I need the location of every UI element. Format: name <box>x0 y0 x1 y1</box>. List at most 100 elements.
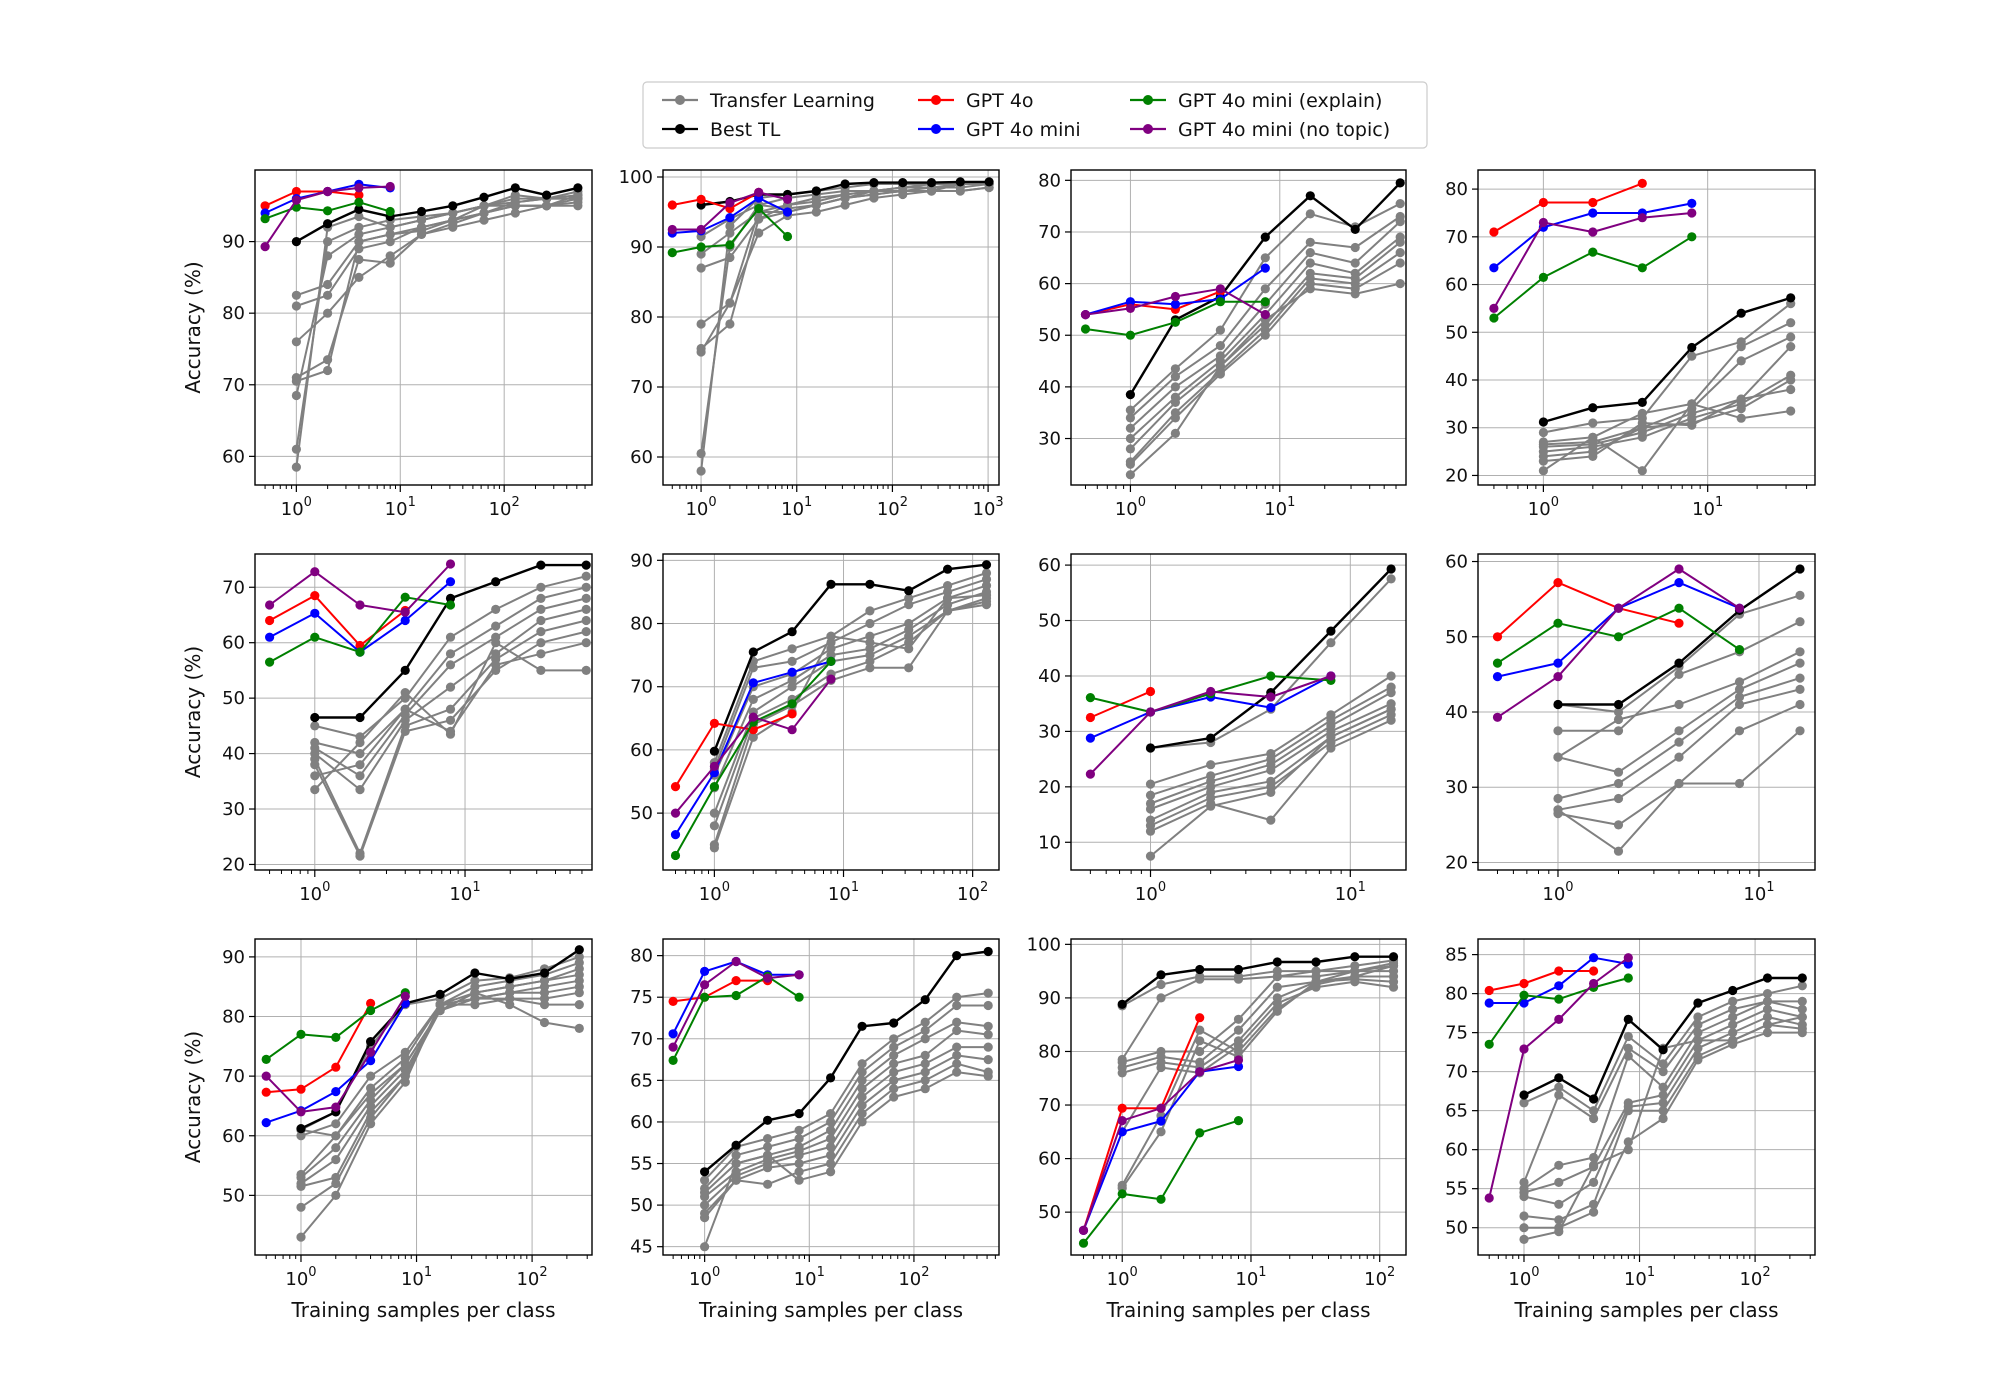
transfer-learning-series-point <box>1674 669 1684 680</box>
x-tick-label: 101 <box>1743 880 1774 905</box>
gpt-4o-mini-explain-series-point <box>700 992 710 1002</box>
transfer-learning-series-point <box>1734 699 1745 710</box>
best-tl-series-point <box>1687 342 1697 353</box>
transfer-learning-series-point <box>904 618 914 629</box>
best-tl-series-point <box>435 989 445 1000</box>
best-tl-series-point <box>573 183 583 193</box>
gpt-4o-mini-explain-series-point <box>1195 1128 1205 1138</box>
transfer-learning-series-point <box>1215 325 1225 335</box>
transfer-learning-series-point <box>1554 1090 1564 1100</box>
gpt-4o-mini-series-point <box>1125 297 1135 307</box>
y-axis-label: Accuracy (%) <box>181 261 205 393</box>
transfer-learning-series-point <box>385 237 395 247</box>
transfer-learning-series-point <box>787 682 797 692</box>
y-tick-label: 50 <box>1445 1218 1468 1239</box>
transfer-learning-series-point <box>857 1109 867 1119</box>
best-tl-series-point <box>1728 985 1738 996</box>
transfer-learning-series-point <box>354 272 364 282</box>
gpt-4o-mini-no-topic-series <box>668 956 804 1052</box>
chart-panel-7: 10 20 30 40 50 60 100 101 <box>1038 553 1407 905</box>
transfer-learning-series-point <box>1693 1020 1703 1030</box>
best-tl-series-point <box>787 627 797 637</box>
y-tick-label: 30 <box>1445 777 1468 798</box>
plot-area <box>1071 170 1406 485</box>
gpt-4o-mini-explain-series-point <box>1266 671 1276 681</box>
best-tl-series-point <box>354 204 364 214</box>
transfer-learning-series-point <box>1736 342 1746 352</box>
transfer-learning-series <box>709 574 992 774</box>
transfer-learning-series-point <box>1674 737 1684 747</box>
transfer-learning-series-point <box>709 808 720 818</box>
transfer-learning-series-point <box>1215 361 1225 371</box>
transfer-learning-series-point <box>865 606 875 616</box>
transfer-learning-series-point <box>1736 356 1746 366</box>
gpt-4o-mini-no-topic-series-point <box>794 970 804 980</box>
y-axis-label: Accuracy (%) <box>181 1031 205 1163</box>
axes-frame <box>254 553 593 871</box>
best-tl-series-point <box>794 1109 804 1119</box>
transfer-learning-series-point <box>1170 364 1180 374</box>
gpt-4o-series-line <box>1085 290 1221 316</box>
transfer-learning-series <box>1125 279 1405 480</box>
gpt-4o-series-point <box>331 1062 341 1072</box>
gpt-4o-mini-explain-series <box>1078 1116 1244 1248</box>
y-tick-label: 60 <box>1445 552 1468 573</box>
transfer-learning-series-point <box>291 462 301 472</box>
transfer-learning-series <box>1553 726 1805 830</box>
gpt-4o-series <box>261 998 376 1097</box>
transfer-learning-series-point <box>542 201 552 211</box>
transfer-learning-series-point <box>536 638 546 648</box>
gpt-4o-mini-series-point <box>1554 981 1564 991</box>
transfer-learning-series <box>1519 981 1807 1116</box>
gpt-4o-series-line <box>264 190 360 207</box>
y-tick-label: 45 <box>630 1237 653 1258</box>
transfer-learning-series-point <box>1795 673 1805 683</box>
transfer-learning-series-point <box>354 222 364 232</box>
gpt-4o-mini-no-topic-series-point <box>731 956 741 967</box>
gpt-4o-mini-explain-series-point <box>725 240 735 250</box>
transfer-learning-series-point <box>479 208 489 218</box>
transfer-learning-series-point <box>1734 726 1745 736</box>
transfer-learning-series-point <box>331 1190 341 1200</box>
transfer-learning-series-point <box>1613 714 1624 725</box>
transfer-learning-series-point <box>1386 688 1396 698</box>
best-tl-series-point <box>1623 1014 1633 1024</box>
transfer-learning-series-point <box>581 627 591 637</box>
transfer-learning-series-point <box>1554 1199 1564 1209</box>
gpt-4o-mini-no-topic-series-point <box>260 242 270 252</box>
transfer-learning-series-point <box>1734 684 1745 695</box>
transfer-learning-series-point <box>943 593 953 603</box>
transfer-learning-series-point <box>491 604 501 615</box>
chart-panel-2: 60 70 80 90 100 100 101 102 103 <box>619 167 1004 520</box>
transfer-learning-series-line <box>703 1062 989 1219</box>
transfer-learning-series-point <box>435 1005 445 1016</box>
gpt-4o-mini-no-topic-series-point <box>323 186 333 197</box>
gpt-4o-mini-explain-series-point <box>1519 990 1529 1000</box>
best-tl-series-point <box>470 968 480 978</box>
transfer-learning-series-point <box>291 290 301 300</box>
legend-marker <box>675 124 685 134</box>
transfer-learning-series-point <box>574 988 584 998</box>
y-tick-label: 50 <box>1445 627 1468 648</box>
gpt-4o-mini-no-topic-series-point <box>700 980 710 990</box>
y-tick-label: 40 <box>1445 702 1468 723</box>
transfer-learning-series-line <box>295 190 579 468</box>
best-tl-series-point <box>857 1021 867 1031</box>
y-tick-label: 60 <box>222 446 245 467</box>
transfer-learning-series-point <box>355 737 365 748</box>
gpt-4o-mini-series-point <box>748 678 758 688</box>
panels: 60 70 80 90 100 101 102 Accuracy (%) 60 70 80 90 100… <box>181 167 1816 1322</box>
transfer-learning-series-point <box>1589 1113 1599 1124</box>
gpt-4o-series-point <box>265 615 275 626</box>
gpt-4o-mini-explain-series-point <box>366 1005 376 1016</box>
transfer-learning-series-point <box>1272 971 1282 982</box>
best-tl-series-point <box>539 968 550 978</box>
gpt-4o-mini-no-topic-series-point <box>1085 769 1095 779</box>
y-tick-label: 80 <box>1038 170 1061 191</box>
best-tl-series-point <box>1554 1073 1564 1083</box>
transfer-learning-series-point <box>983 1000 993 1011</box>
transfer-learning-series-point <box>1795 699 1805 710</box>
best-tl-series-point <box>1145 743 1156 753</box>
transfer-learning-series-point <box>331 1131 341 1141</box>
best-tl-series-point <box>1206 733 1216 743</box>
